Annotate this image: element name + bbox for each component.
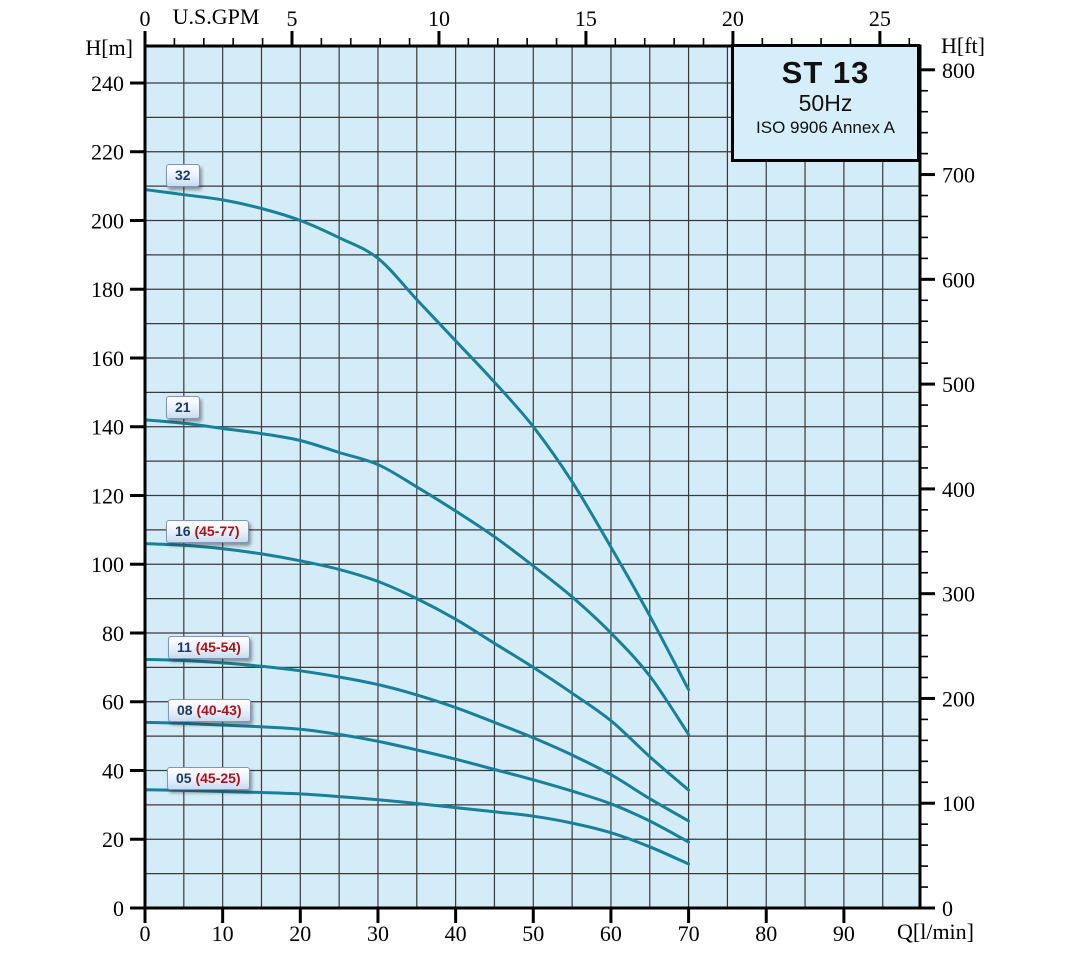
curve-label-21: 21 <box>166 396 200 419</box>
tick-label-right: 300 <box>942 582 975 607</box>
tick-label-top: 25 <box>869 6 891 31</box>
tick-label-left: 80 <box>102 621 124 646</box>
tick-label-left: 160 <box>91 346 124 371</box>
curve-label-05: 05 (45-25) <box>167 767 250 790</box>
curve-label-stage: 16 <box>175 523 191 539</box>
pump-curve-05 <box>143 788 691 866</box>
curve-label-16: 16 (45-77) <box>166 520 249 543</box>
curve-label-32: 32 <box>166 164 200 187</box>
curve-label-08: 08 (40-43) <box>168 699 251 722</box>
tick-label-left: 140 <box>91 415 124 440</box>
tick-label-top: 10 <box>428 6 450 31</box>
tick-label-top: 0 <box>140 6 151 31</box>
tick-label-bottom: 50 <box>522 921 544 946</box>
test-standard: ISO 9906 Annex A <box>756 118 895 137</box>
tick-label-left: 120 <box>91 483 124 508</box>
tick-label-bottom: 60 <box>600 921 622 946</box>
tick-label-left: 60 <box>102 690 124 715</box>
pump-curve-08 <box>143 720 691 844</box>
tick-label-top: 15 <box>575 6 597 31</box>
curve-label-range: (45-77) <box>190 523 240 539</box>
curve-label-11: 11 (45-54) <box>168 636 250 659</box>
tick-label-left: 40 <box>102 758 124 783</box>
tick-label-left: 200 <box>91 208 124 233</box>
tick-label-top: 20 <box>722 6 744 31</box>
tick-label-bottom: 10 <box>212 921 234 946</box>
tick-label-bottom: 30 <box>367 921 389 946</box>
curve-label-stage: 21 <box>175 399 191 415</box>
pump-model: ST 13 <box>781 55 870 90</box>
pump-frequency: 50Hz <box>798 90 853 116</box>
tick-label-bottom: 20 <box>289 921 311 946</box>
pump-curve-21 <box>143 418 691 736</box>
curve-label-stage: 08 <box>177 702 193 718</box>
tick-label-right: 200 <box>942 686 975 711</box>
curve-label-range: (45-54) <box>191 639 241 655</box>
tick-label-right: 400 <box>942 477 975 502</box>
tick-label-left: 0 <box>113 896 124 921</box>
tick-label-bottom: 90 <box>833 921 855 946</box>
curve-label-stage: 32 <box>175 167 191 183</box>
tick-label-right: 100 <box>942 791 975 816</box>
plot-area <box>145 46 920 908</box>
top-axis-title: U.S.GPM <box>172 4 260 29</box>
curve-label-range: (40-43) <box>192 702 242 718</box>
tick-label-top: 5 <box>286 6 297 31</box>
tick-label-left: 240 <box>91 71 124 96</box>
tick-label-left: 180 <box>91 277 124 302</box>
tick-label-left: 20 <box>102 827 124 852</box>
tick-label-left: 100 <box>91 552 124 577</box>
tick-label-right: 0 <box>942 896 953 921</box>
curve-label-range: (45-25) <box>191 770 241 786</box>
chart-title-box: ST 13 50Hz ISO 9906 Annex A <box>731 44 920 162</box>
tick-label-left: 220 <box>91 140 124 165</box>
tick-label-right: 600 <box>942 267 975 292</box>
tick-label-bottom: 0 <box>140 921 151 946</box>
tick-label-bottom: 70 <box>678 921 700 946</box>
tick-label-bottom: 40 <box>445 921 467 946</box>
left-axis-title: H[m] <box>85 35 133 60</box>
pump-curve-16 <box>143 542 691 792</box>
tick-label-right: 500 <box>942 372 975 397</box>
pump-curve-11 <box>143 657 691 823</box>
curve-label-stage: 11 <box>177 639 192 655</box>
bottom-axis-title: Q[l/min] <box>897 919 974 944</box>
tick-label-right: 700 <box>942 163 975 188</box>
pump-curve-32 <box>143 188 691 692</box>
curve-label-stage: 05 <box>176 770 192 786</box>
right-axis-title: H[ft] <box>941 33 985 58</box>
tick-label-right: 800 <box>942 58 975 83</box>
tick-label-bottom: 80 <box>755 921 777 946</box>
